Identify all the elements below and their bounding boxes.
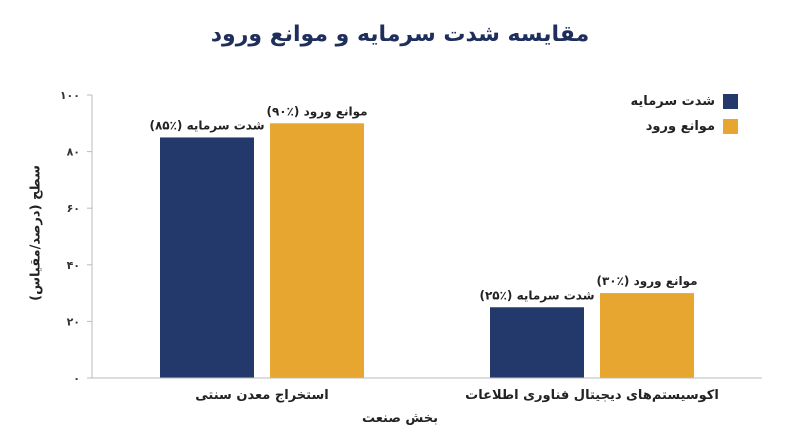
y-tick-label: ۴۰ [67, 259, 80, 272]
y-axis-ticks: ۰ ۲۰ ۴۰ ۶۰ ۸۰ ۱۰۰ [60, 89, 92, 385]
bars [160, 123, 694, 378]
bar-data-label: موانع ورود (٪۳۰) [596, 274, 697, 289]
y-tick-label: ۰ [73, 372, 80, 385]
legend-label-entry-barriers: موانع ورود [645, 119, 715, 134]
bar-data-label: موانع ورود (٪۹۰) [266, 104, 367, 119]
bar-entry-barriers [600, 293, 694, 378]
legend: شدت سرمایه موانع ورود [631, 94, 738, 144]
x-axis-label: بخش صنعت [361, 411, 439, 426]
legend-label-capital-intensity: شدت سرمایه [630, 94, 715, 109]
y-tick-label: ۲۰ [67, 315, 80, 328]
legend-item-entry-barriers: موانع ورود [631, 119, 738, 134]
bar-capital-intensity [490, 307, 584, 378]
chart-title: مقایسه شدت سرمایه و موانع ورود [210, 22, 590, 47]
y-tick-label: ۱۰۰ [60, 89, 80, 102]
legend-swatch-capital-intensity [723, 94, 738, 109]
legend-swatch-entry-barriers [723, 119, 738, 134]
bar-capital-intensity [160, 137, 254, 378]
x-tick-label: اکوسیستم‌های دیجیتال فناوری اطلاعات [465, 388, 719, 403]
legend-item-capital-intensity: شدت سرمایه [631, 94, 738, 109]
bar-data-label: شدت سرمایه (٪۲۵) [479, 288, 594, 302]
bar-labels: شدت سرمایه (٪۸۵)شدت سرمایه (٪۲۵)موانع ور… [149, 104, 697, 302]
bar-data-label: شدت سرمایه (٪۸۵) [149, 118, 264, 132]
y-tick-label: ۸۰ [67, 146, 80, 159]
x-axis-ticks: استخراج معدن سنتی اکوسیستم‌های دیجیتال فن… [195, 388, 719, 403]
y-tick-label: ۶۰ [67, 202, 80, 215]
x-tick-label: استخراج معدن سنتی [195, 388, 328, 403]
bar-entry-barriers [270, 123, 364, 378]
